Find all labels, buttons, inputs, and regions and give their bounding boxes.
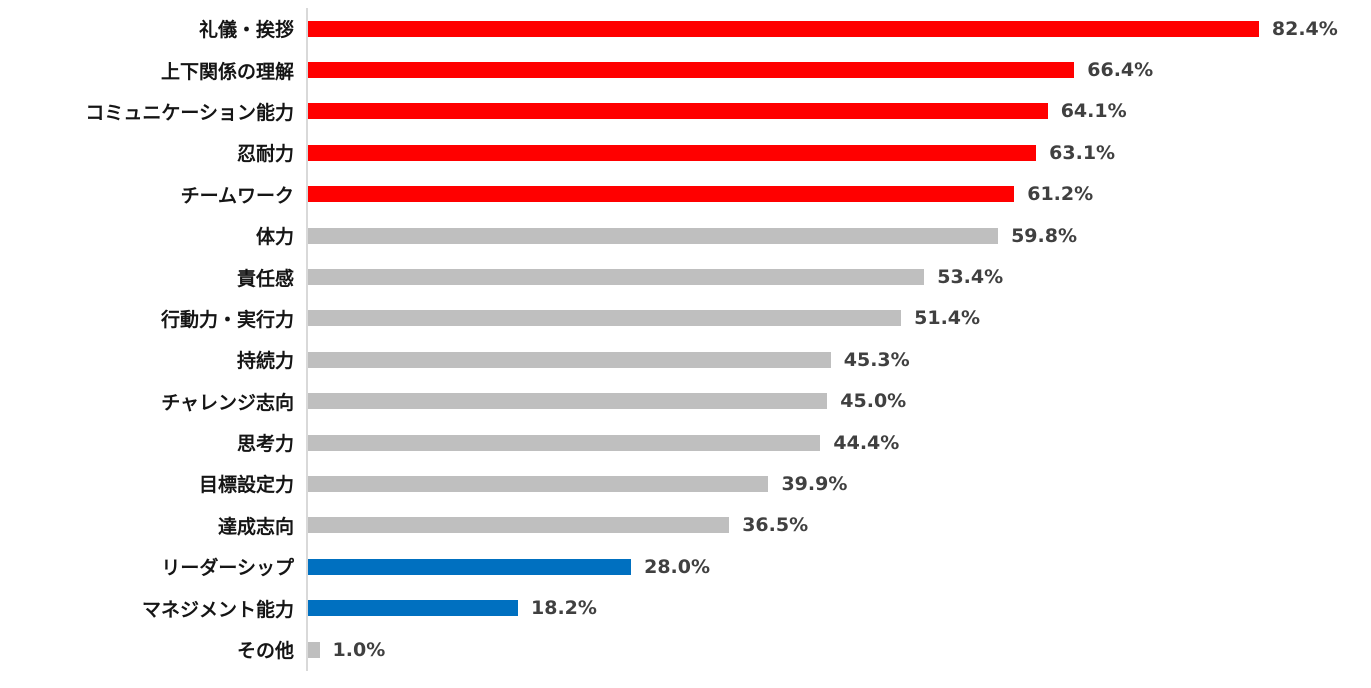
value-label: 82.4% [1271, 17, 1338, 40]
bar-row: 礼儀・挨拶 82.4% [0, 8, 1371, 49]
bar-row: 責任感 53.4% [0, 256, 1371, 297]
bar-row: 忍耐力 63.1% [0, 132, 1371, 173]
bar-row: チャレンジ志向 45.0% [0, 381, 1371, 422]
value-label: 59.8% [1011, 224, 1077, 247]
bar-area: 53.4% [306, 256, 1371, 297]
value-label: 61.2% [1027, 183, 1094, 206]
value-label: 18.2% [531, 597, 597, 620]
bar-row: コミュニケーション能力 64.1% [0, 91, 1371, 132]
bar-area: 63.1% [306, 132, 1371, 173]
chart-rows: 礼儀・挨拶 82.4% 上下関係の理解 66.4% コミュニケーション能力 64… [0, 8, 1371, 670]
bar-red [308, 186, 1015, 203]
value-label: 28.0% [644, 555, 711, 578]
bar-area: 18.2% [306, 587, 1371, 628]
bar-row: 持続力 45.3% [0, 339, 1371, 380]
value-label: 45.0% [840, 390, 907, 413]
bar-area: 45.0% [306, 381, 1371, 422]
bar-row: 体力 59.8% [0, 215, 1371, 256]
bar-area: 1.0% [306, 629, 1371, 670]
bar-red [308, 20, 1259, 37]
category-label: 目標設定力 [198, 474, 294, 497]
bar-gray [308, 310, 902, 327]
bar-blue [308, 600, 519, 617]
category-label: コミュニケーション能力 [85, 101, 294, 124]
bar-gray [308, 517, 730, 534]
category-label: 上下関係の理解 [160, 60, 294, 83]
value-label: 66.4% [1087, 59, 1154, 82]
bar-row: チームワーク 61.2% [0, 174, 1371, 215]
bar-gray [308, 227, 999, 244]
value-label: 1.0% [332, 638, 386, 661]
category-label: 行動力・実行力 [160, 308, 294, 331]
bar-area: 36.5% [306, 505, 1371, 546]
bar-area: 66.4% [306, 49, 1371, 90]
value-label: 51.4% [914, 307, 981, 330]
bar-area: 39.9% [306, 463, 1371, 504]
category-label: リーダーシップ [161, 557, 294, 580]
bar-area: 64.1% [306, 91, 1371, 132]
bar-red [308, 144, 1037, 161]
value-label: 63.1% [1049, 141, 1116, 164]
bar-area: 59.8% [306, 215, 1371, 256]
value-label: 44.4% [833, 431, 900, 454]
bar-red [308, 103, 1048, 120]
bar-gray [308, 269, 925, 286]
bar-area: 45.3% [306, 339, 1371, 380]
value-label: 64.1% [1060, 100, 1127, 123]
bar-gray [308, 393, 828, 410]
bar-gray [308, 434, 821, 451]
bar-area: 61.2% [306, 174, 1371, 215]
value-label: 36.5% [742, 514, 809, 537]
category-label: 体力 [255, 226, 294, 249]
value-label: 53.4% [937, 266, 1004, 289]
bar-area: 82.4% [306, 8, 1371, 49]
bar-blue [308, 558, 632, 575]
bar-red [308, 62, 1075, 79]
category-label: 思考力 [236, 433, 294, 456]
bar-row: マネジメント能力 18.2% [0, 587, 1371, 628]
value-label: 39.9% [781, 472, 848, 495]
bar-area: 28.0% [306, 546, 1371, 587]
bar-area: 44.4% [306, 422, 1371, 463]
bar-row: リーダーシップ 28.0% [0, 546, 1371, 587]
category-label: チャレンジ志向 [161, 391, 294, 414]
category-label: 持続力 [236, 350, 294, 373]
y-axis-line [306, 8, 308, 671]
bar-row: 目標設定力 39.9% [0, 463, 1371, 504]
category-label: 責任感 [236, 267, 294, 290]
bar-row: 思考力 44.4% [0, 422, 1371, 463]
bar-gray [308, 641, 320, 658]
bar-gray [308, 351, 831, 368]
category-label: 忍耐力 [236, 143, 294, 166]
bar-row: 行動力・実行力 51.4% [0, 298, 1371, 339]
bar-area: 51.4% [306, 298, 1371, 339]
bar-row: 上下関係の理解 66.4% [0, 49, 1371, 90]
category-label: その他 [236, 640, 294, 663]
bar-row: その他 1.0% [0, 629, 1371, 670]
category-label: チームワーク [180, 184, 294, 207]
value-label: 45.3% [843, 348, 910, 371]
category-label: 礼儀・挨拶 [198, 19, 294, 42]
category-label: 達成志向 [217, 515, 294, 538]
bar-row: 達成志向 36.5% [0, 505, 1371, 546]
bar-gray [308, 475, 769, 492]
category-label: マネジメント能力 [141, 598, 294, 621]
